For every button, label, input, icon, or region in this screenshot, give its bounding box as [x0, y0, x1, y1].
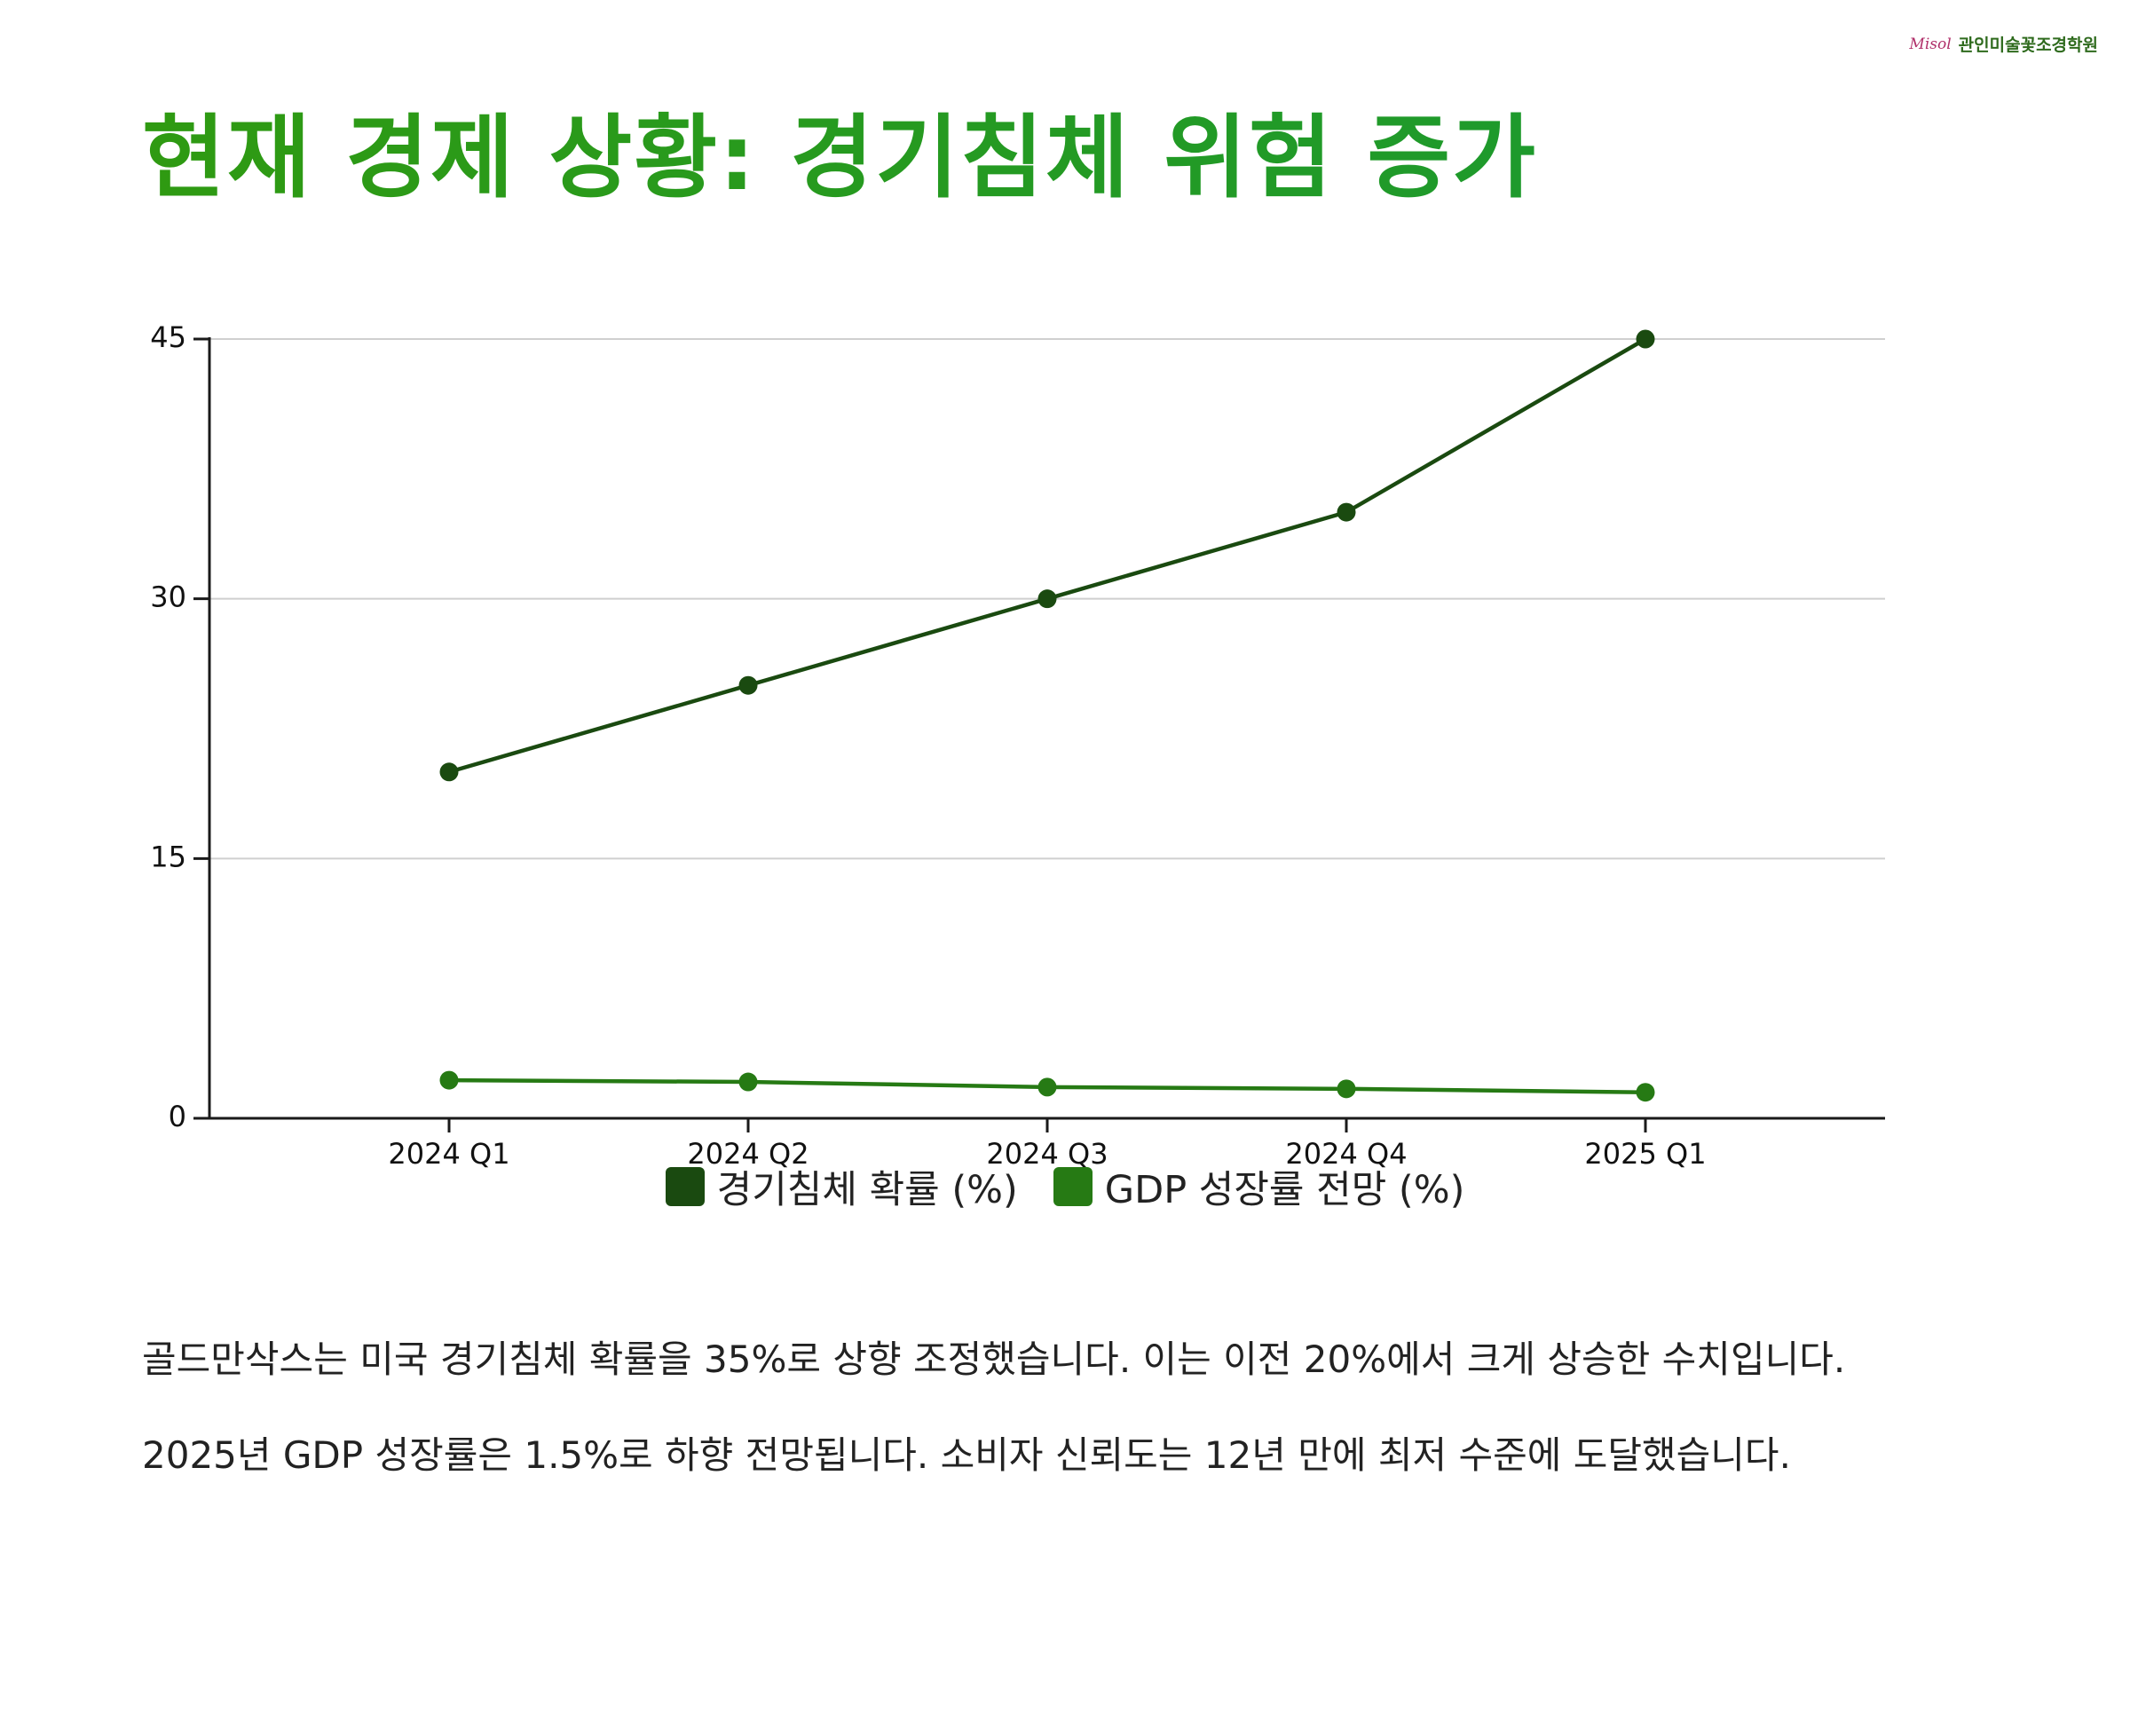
legend-item-gdp: GDP 성장률 전망 (%) — [1053, 1159, 1465, 1214]
y-tick-label: 15 — [150, 840, 186, 873]
data-point-series-1 — [439, 762, 459, 782]
page-title: 현재 경제 상황: 경기침체 위험 증가 — [142, 105, 1537, 213]
x-tick-label: 2024 Q3 — [986, 1137, 1108, 1171]
x-tick-label: 2025 Q1 — [1584, 1137, 1706, 1171]
body-paragraph-1: 골드만삭스는 미국 경기침체 확률을 35%로 상향 조정했습니다. 이는 이전… — [142, 1338, 1846, 1381]
chart-legend: 경기침체 확률 (%) GDP 성장률 전망 (%) — [0, 1159, 2130, 1214]
x-tick-label: 2024 Q4 — [1285, 1137, 1407, 1171]
data-point-series-2 — [738, 1072, 758, 1092]
legend-label-gdp: GDP 성장률 전망 (%) — [1104, 1168, 1465, 1212]
data-point-series-1 — [1037, 589, 1057, 609]
y-tick-label: 30 — [150, 580, 186, 614]
body-paragraph-2: 2025년 GDP 성장률은 1.5%로 하향 전망됩니다. 소비자 신뢰도는 … — [142, 1433, 1791, 1477]
body-text: 골드만삭스는 미국 경기침체 확률을 35%로 상향 조정했습니다. 이는 이전… — [142, 1328, 1882, 1519]
x-tick-label: 2024 Q2 — [687, 1137, 809, 1171]
logo-text: 관인미술꽃조경학원 — [1958, 36, 2098, 55]
data-point-series-2 — [1636, 1083, 1655, 1102]
y-tick-label: 0 — [169, 1100, 186, 1133]
data-point-series-2 — [439, 1070, 459, 1090]
legend-item-recession: 경기침체 확률 (%) — [665, 1159, 1018, 1214]
brand-logo: Misol 관인미술꽃조경학원 — [1909, 32, 2098, 56]
data-point-series-2 — [1337, 1079, 1356, 1099]
data-point-series-1 — [1337, 502, 1356, 522]
data-point-series-2 — [1037, 1077, 1057, 1097]
logo-mark: Misol — [1909, 35, 1952, 53]
x-tick-label: 2024 Q1 — [388, 1137, 509, 1171]
data-point-series-1 — [1636, 329, 1655, 349]
legend-label-recession: 경기침체 확률 (%) — [716, 1168, 1018, 1212]
y-tick-label: 45 — [150, 320, 186, 354]
series-line-1 — [448, 337, 1647, 774]
legend-swatch-gdp — [1053, 1167, 1093, 1206]
legend-swatch-recession — [665, 1167, 705, 1206]
data-point-series-1 — [738, 675, 758, 695]
